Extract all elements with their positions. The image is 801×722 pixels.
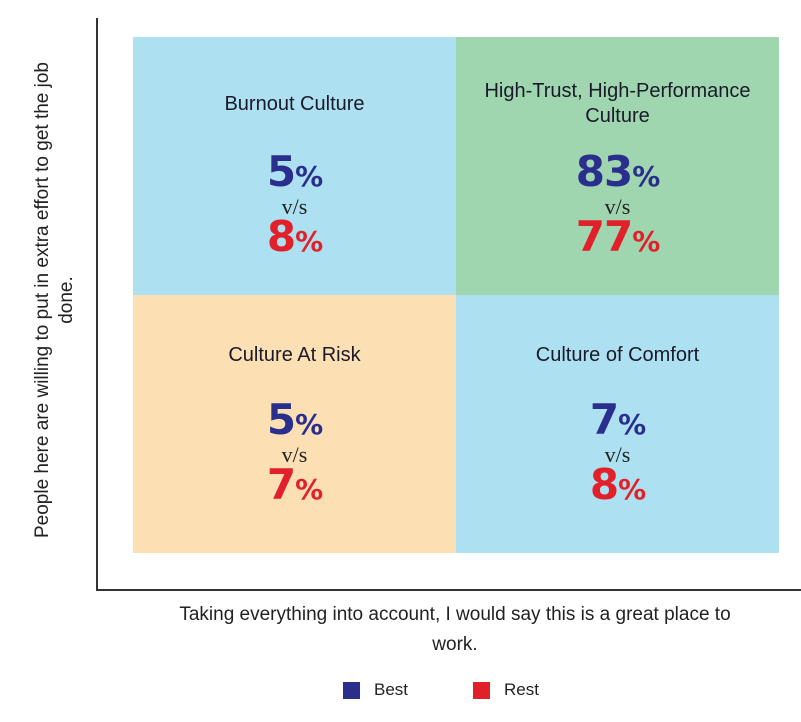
legend-best: Best bbox=[343, 680, 408, 700]
vs-label: v/s bbox=[604, 442, 631, 467]
quadrant-title: Burnout Culture bbox=[224, 93, 365, 115]
vs-label: v/s bbox=[281, 442, 308, 467]
rest-value: 8% bbox=[266, 212, 323, 261]
best-value: 5% bbox=[266, 147, 323, 196]
quadrant-culture-of-comfort: Culture of Comfort 7% v/s 8% bbox=[456, 295, 779, 553]
quadrant-title: Culture At Risk bbox=[228, 344, 361, 366]
legend-swatch-best bbox=[343, 681, 360, 699]
quadrant-burnout-culture: Burnout Culture 5% v/s 8% bbox=[133, 37, 456, 295]
best-value: 5% bbox=[266, 395, 323, 444]
y-axis-label: People here are willing to put in extra … bbox=[32, 62, 77, 539]
legend-rest: Rest bbox=[473, 680, 539, 700]
y-axis-line bbox=[96, 18, 98, 591]
quadrant-high-trust-high-performance: High-Trust, High-Performance Culture 83%… bbox=[456, 37, 779, 295]
vs-label: v/s bbox=[281, 194, 308, 219]
rest-value: 7% bbox=[266, 460, 323, 509]
quadrant-title: Culture of Comfort bbox=[535, 344, 700, 366]
best-value: 83% bbox=[575, 147, 661, 196]
quadrant-title: High-Trust, High-Performance Culture bbox=[484, 80, 751, 127]
x-axis-label: Taking everything into account, I would … bbox=[179, 604, 731, 655]
rest-value: 77% bbox=[575, 212, 661, 261]
legend-label: Rest bbox=[504, 680, 539, 699]
legend-label: Best bbox=[374, 680, 409, 699]
best-value: 7% bbox=[589, 395, 646, 444]
legend-swatch-rest bbox=[473, 681, 490, 699]
rest-value: 8% bbox=[589, 460, 646, 509]
x-axis-line bbox=[96, 589, 801, 591]
quadrant-culture-at-risk: Culture At Risk 5% v/s 7% bbox=[133, 295, 456, 553]
vs-label: v/s bbox=[604, 194, 631, 219]
